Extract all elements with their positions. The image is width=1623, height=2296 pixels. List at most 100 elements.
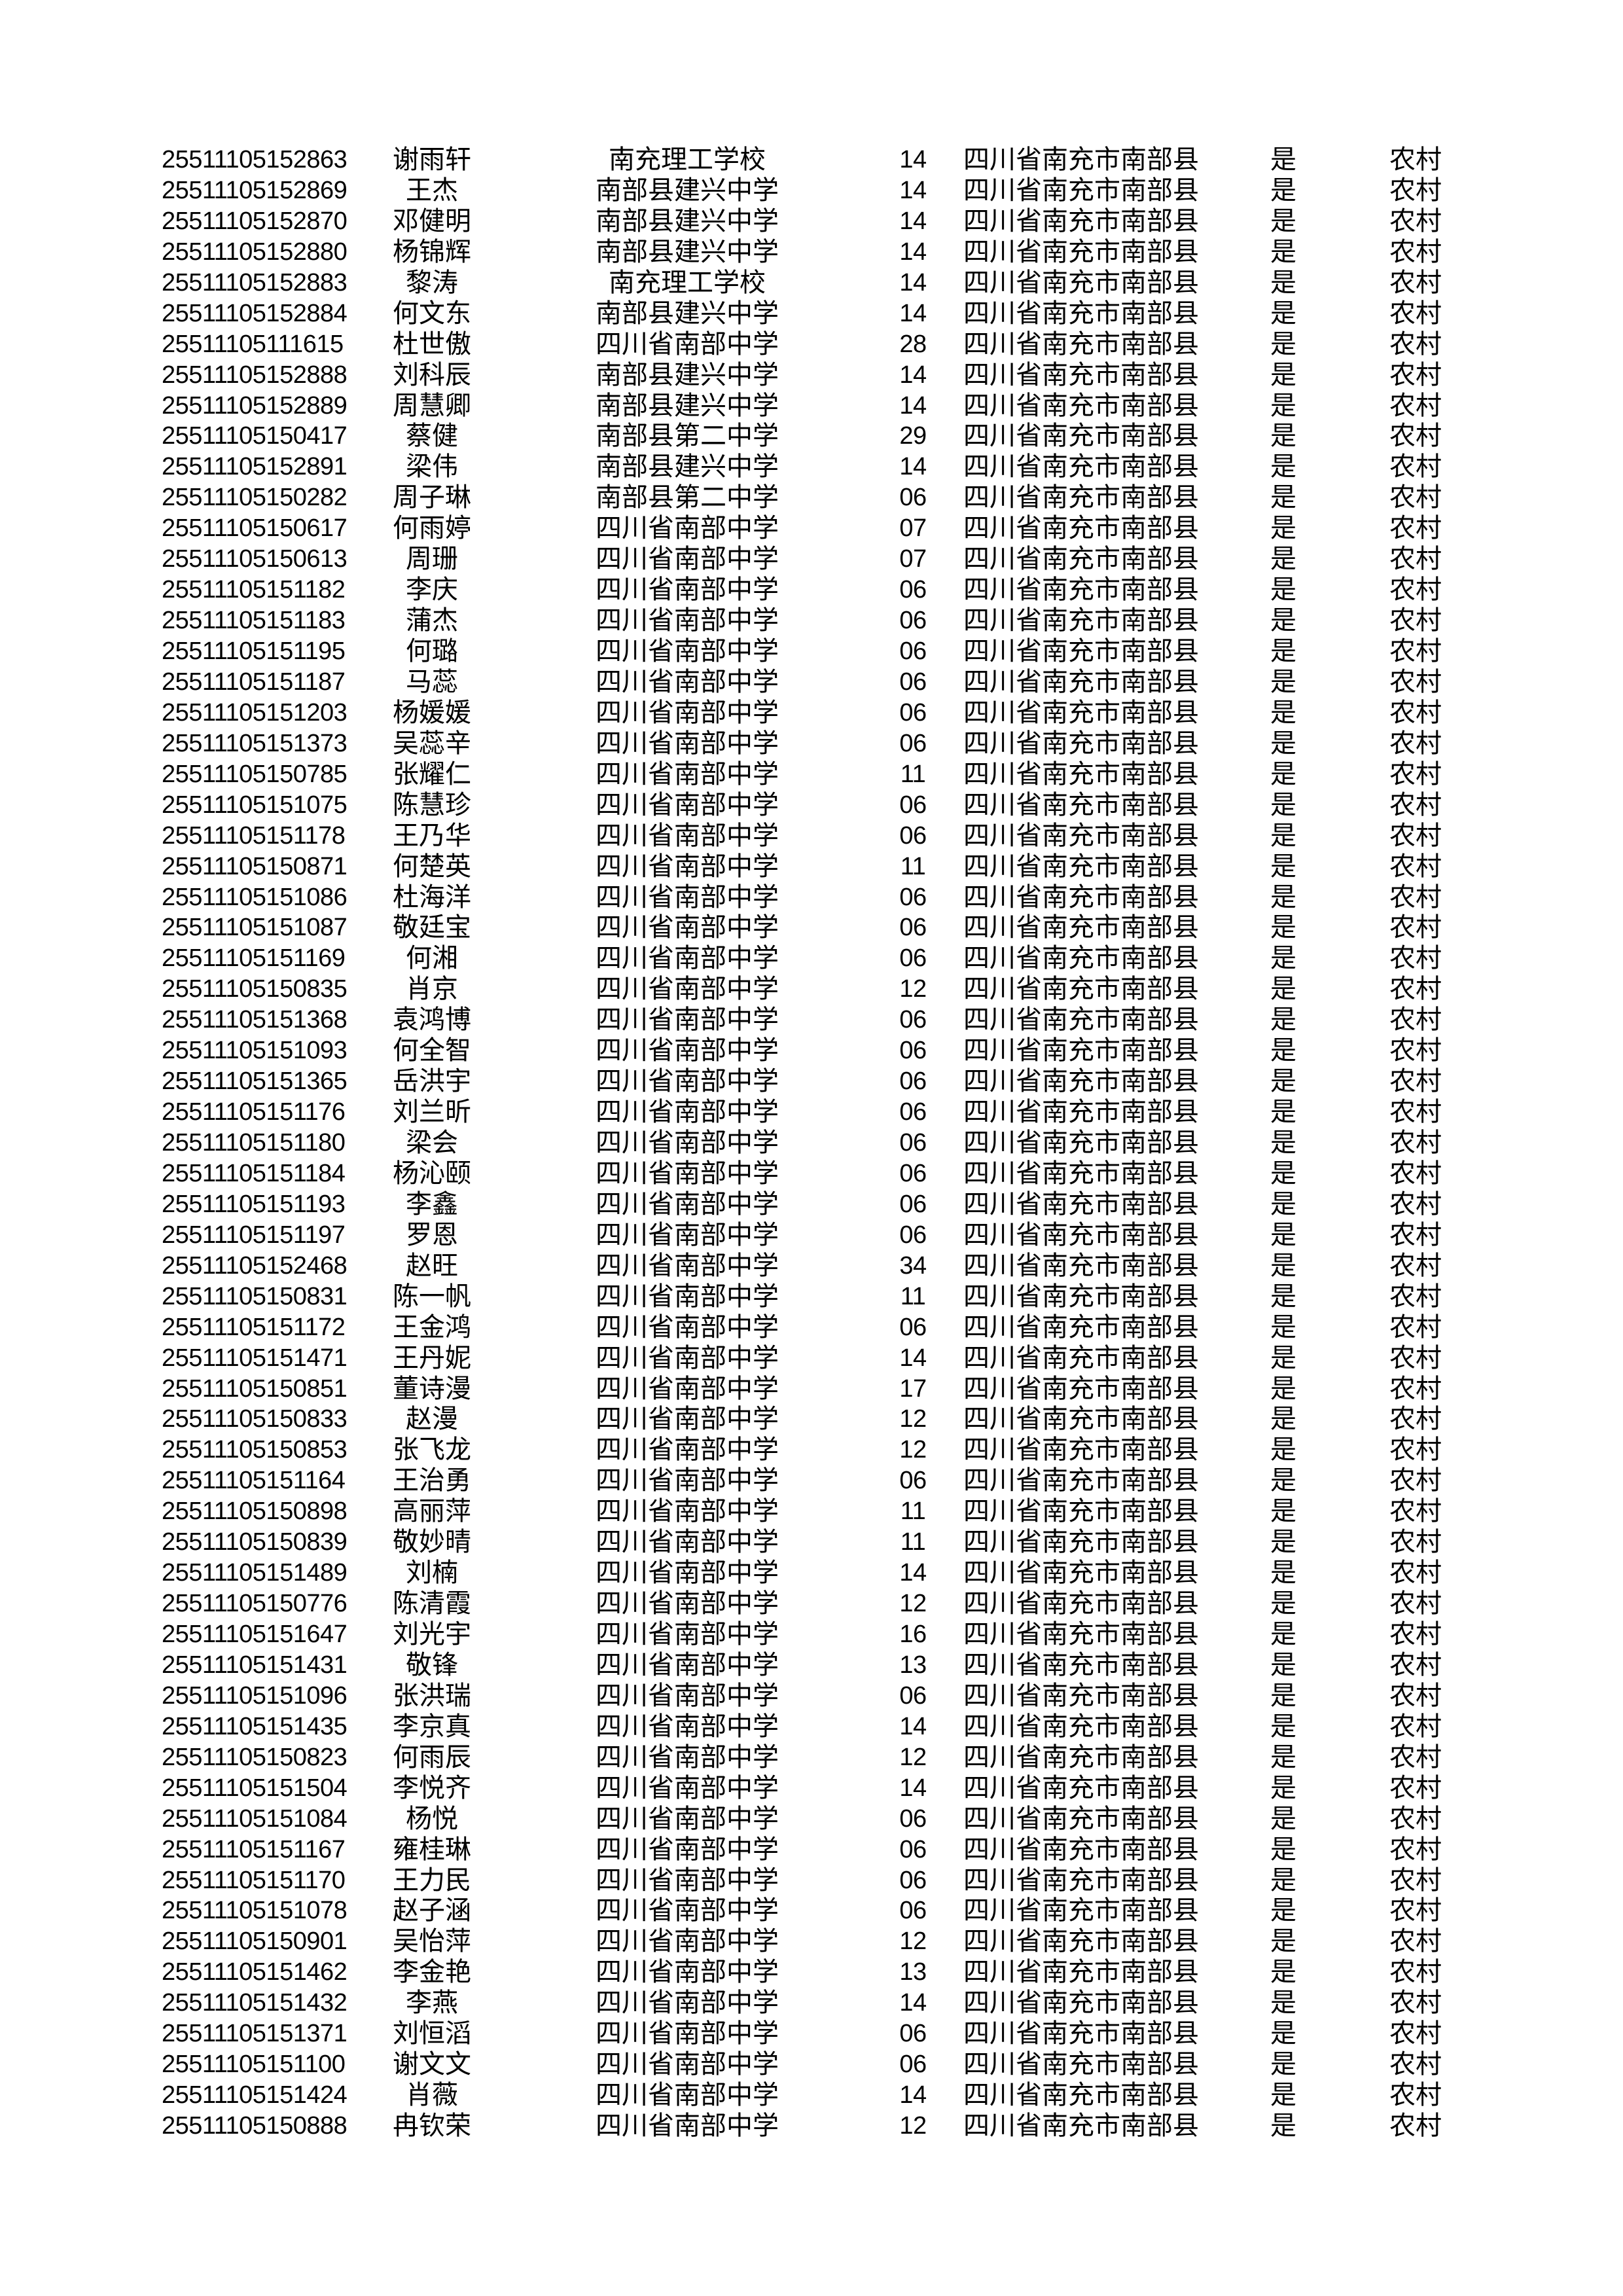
cell-class-code: 14 bbox=[899, 176, 927, 204]
cell-class-code: 13 bbox=[899, 1958, 927, 1986]
cell-school: 南部县第二中学 bbox=[596, 482, 779, 512]
cell-region: 四川省南充市南部县 bbox=[963, 605, 1199, 636]
cell-school: 南充理工学校 bbox=[609, 267, 766, 297]
cell-student-name: 李燕 bbox=[406, 1988, 458, 2018]
cell-school: 四川省南部中学 bbox=[596, 1342, 779, 1372]
table-row: 25511105151093 何全智 四川省南部中学 06 四川省南充市南部县 是 农村 bbox=[0, 1035, 1623, 1066]
cell-region: 四川省南充市南部县 bbox=[963, 1711, 1199, 1741]
table-row: 25511105151365 岳洪宇 四川省南部中学 06 四川省南充市南部县 是 农村 bbox=[0, 1066, 1623, 1097]
cell-confirm-flag: 是 bbox=[1270, 1988, 1296, 2018]
cell-exam-id: 25511105151371 bbox=[162, 2020, 348, 2048]
cell-confirm-flag: 是 bbox=[1270, 1649, 1296, 1679]
cell-class-code: 06 bbox=[899, 1835, 927, 1863]
cell-residence-type: 农村 bbox=[1389, 728, 1442, 758]
cell-exam-id: 25511105151368 bbox=[162, 1006, 348, 1034]
cell-confirm-flag: 是 bbox=[1270, 1066, 1296, 1096]
cell-school: 四川省南部中学 bbox=[596, 1158, 779, 1188]
cell-residence-type: 农村 bbox=[1389, 1219, 1442, 1249]
cell-region: 四川省南充市南部县 bbox=[963, 236, 1199, 266]
cell-region: 四川省南充市南部县 bbox=[963, 1496, 1199, 1526]
cell-school: 四川省南部中学 bbox=[596, 1435, 779, 1465]
table-row: 25511105150853 张飞龙 四川省南部中学 12 四川省南充市南部县 是 农村 bbox=[0, 1435, 1623, 1465]
table-row: 25511105150898 高丽萍 四川省南部中学 11 四川省南充市南部县 是 农村 bbox=[0, 1496, 1623, 1527]
table-row: 25511105150839 敬妙晴 四川省南部中学 11 四川省南充市南部县 是 农村 bbox=[0, 1527, 1623, 1558]
cell-school: 四川省南部中学 bbox=[596, 575, 779, 605]
cell-confirm-flag: 是 bbox=[1270, 482, 1296, 512]
cell-confirm-flag: 是 bbox=[1270, 2111, 1296, 2140]
cell-region: 四川省南充市南部县 bbox=[963, 329, 1199, 359]
cell-residence-type: 农村 bbox=[1389, 482, 1442, 512]
cell-region: 四川省南充市南部县 bbox=[963, 175, 1199, 205]
cell-confirm-flag: 是 bbox=[1270, 1465, 1296, 1496]
cell-student-name: 刘楠 bbox=[406, 1558, 458, 1588]
cell-class-code: 06 bbox=[899, 1681, 927, 1710]
cell-school: 四川省南部中学 bbox=[596, 1373, 779, 1403]
cell-exam-id: 25511105152880 bbox=[162, 238, 348, 266]
cell-exam-id: 25511105151078 bbox=[162, 1897, 348, 1925]
cell-student-name: 肖薇 bbox=[406, 2080, 458, 2110]
cell-student-name: 张飞龙 bbox=[393, 1435, 471, 1465]
cell-student-name: 刘兰昕 bbox=[393, 1097, 471, 1127]
cell-student-name: 杨悦 bbox=[406, 1803, 458, 1833]
table-row: 25511105150776 陈清霞 四川省南部中学 12 四川省南充市南部县 是 农村 bbox=[0, 1588, 1623, 1619]
cell-region: 四川省南充市南部县 bbox=[963, 1680, 1199, 1710]
cell-student-name: 张耀仁 bbox=[393, 759, 471, 789]
cell-school: 四川省南部中学 bbox=[596, 1834, 779, 1864]
cell-confirm-flag: 是 bbox=[1270, 697, 1296, 727]
cell-confirm-flag: 是 bbox=[1270, 912, 1296, 942]
cell-class-code: 06 bbox=[899, 1190, 927, 1218]
table-row: 25511105152863 谢雨轩 南充理工学校 14 四川省南充市南部县 是 农村 bbox=[0, 145, 1623, 175]
table-row: 25511105150833 赵漫 四川省南部中学 12 四川省南充市南部县 是 农村 bbox=[0, 1404, 1623, 1435]
cell-confirm-flag: 是 bbox=[1270, 1189, 1296, 1219]
cell-student-name: 张洪瑞 bbox=[393, 1680, 471, 1710]
cell-residence-type: 农村 bbox=[1389, 1465, 1442, 1496]
cell-confirm-flag: 是 bbox=[1270, 390, 1296, 420]
cell-region: 四川省南充市南部县 bbox=[963, 2049, 1199, 2079]
cell-school: 四川省南部中学 bbox=[596, 666, 779, 696]
table-row: 25511105150888 冉钦荣 四川省南部中学 12 四川省南充市南部县 是 农村 bbox=[0, 2111, 1623, 2142]
cell-school: 南部县第二中学 bbox=[596, 421, 779, 451]
cell-confirm-flag: 是 bbox=[1270, 1158, 1296, 1188]
table-row: 25511105151178 王乃华 四川省南部中学 06 四川省南充市南部县 是 农村 bbox=[0, 821, 1623, 852]
cell-school: 四川省南部中学 bbox=[596, 1772, 779, 1803]
cell-student-name: 罗恩 bbox=[406, 1219, 458, 1249]
table-row: 25511105150417 蔡健 南部县第二中学 29 四川省南充市南部县 是 农村 bbox=[0, 421, 1623, 452]
table-row: 25511105152884 何文东 南部县建兴中学 14 四川省南充市南部县 是 农村 bbox=[0, 298, 1623, 329]
cell-student-name: 周慧卿 bbox=[393, 390, 471, 420]
cell-residence-type: 农村 bbox=[1389, 206, 1442, 236]
cell-student-name: 谢雨轩 bbox=[393, 145, 471, 174]
cell-class-code: 06 bbox=[899, 1467, 927, 1495]
cell-student-name: 杜世傲 bbox=[393, 329, 471, 359]
cell-confirm-flag: 是 bbox=[1270, 605, 1296, 636]
cell-class-code: 14 bbox=[899, 238, 927, 266]
cell-exam-id: 25511105150417 bbox=[162, 422, 348, 450]
table-row: 25511105151100 谢文文 四川省南部中学 06 四川省南充市南部县 是 农村 bbox=[0, 2049, 1623, 2080]
table-row: 25511105151182 李庆 四川省南部中学 06 四川省南充市南部县 是 农村 bbox=[0, 575, 1623, 605]
cell-school: 南部县建兴中学 bbox=[596, 452, 779, 482]
cell-residence-type: 农村 bbox=[1389, 1312, 1442, 1342]
cell-region: 四川省南充市南部县 bbox=[963, 974, 1199, 1004]
cell-region: 四川省南充市南部县 bbox=[963, 1128, 1199, 1157]
cell-student-name: 吴蕊辛 bbox=[393, 728, 471, 758]
cell-class-code: 06 bbox=[899, 791, 927, 819]
cell-residence-type: 农村 bbox=[1389, 1988, 1442, 2018]
table-row: 25511105151187 马蕊 四川省南部中学 06 四川省南充市南部县 是 农村 bbox=[0, 667, 1623, 698]
cell-confirm-flag: 是 bbox=[1270, 452, 1296, 482]
cell-school: 四川省南部中学 bbox=[596, 1128, 779, 1157]
cell-school: 四川省南部中学 bbox=[596, 1926, 779, 1956]
cell-region: 四川省南充市南部县 bbox=[963, 820, 1199, 850]
cell-exam-id: 25511105111615 bbox=[162, 330, 344, 358]
cell-region: 四川省南充市南部县 bbox=[963, 1895, 1199, 1926]
cell-exam-id: 25511105151647 bbox=[162, 1621, 348, 1648]
cell-class-code: 06 bbox=[899, 2051, 927, 2079]
cell-class-code: 06 bbox=[899, 1804, 927, 1833]
cell-confirm-flag: 是 bbox=[1270, 1772, 1296, 1803]
cell-confirm-flag: 是 bbox=[1270, 789, 1296, 819]
cell-school: 四川省南部中学 bbox=[596, 1803, 779, 1833]
cell-confirm-flag: 是 bbox=[1270, 1588, 1296, 1619]
cell-exam-id: 25511105151096 bbox=[162, 1681, 348, 1710]
cell-exam-id: 25511105152468 bbox=[162, 1251, 348, 1280]
cell-residence-type: 农村 bbox=[1389, 1035, 1442, 1066]
cell-residence-type: 农村 bbox=[1389, 513, 1442, 543]
cell-region: 四川省南充市南部县 bbox=[963, 882, 1199, 912]
